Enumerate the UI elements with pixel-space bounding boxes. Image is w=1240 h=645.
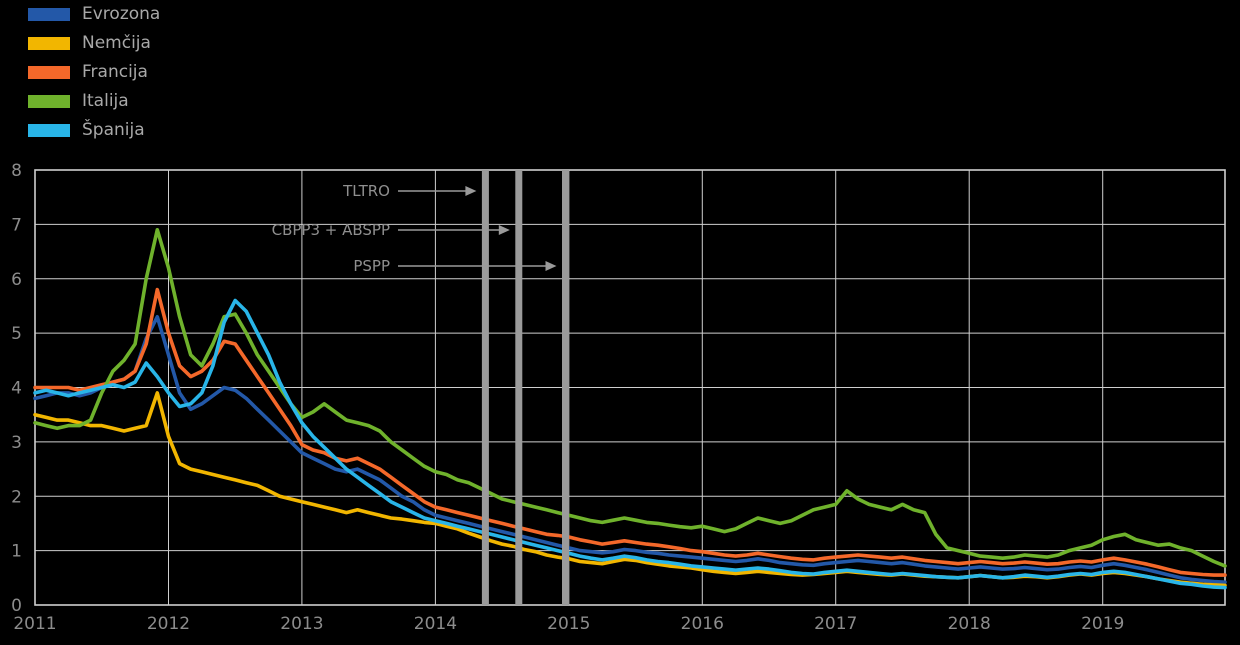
annotation-arrow-head — [465, 186, 477, 196]
x-axis-tick-label: 2011 — [13, 614, 56, 634]
y-axis-tick-label: 1 — [11, 542, 22, 562]
annotation-label: CBPP3 + ABSPP — [272, 221, 390, 239]
series-line-evrozona — [33, 314, 1227, 585]
legend-label-italija: Italija — [82, 91, 129, 111]
x-axis-tick-label: 2012 — [147, 614, 190, 634]
legend-label-spanija: Španija — [82, 120, 145, 140]
legend-label-evrozona: Evrozona — [82, 4, 161, 24]
legend-swatch-spanija — [28, 123, 70, 137]
annotation-label: PSPP — [353, 257, 390, 275]
x-axis-tick-label: 2019 — [1081, 614, 1124, 634]
y-axis-tick-label: 7 — [11, 215, 22, 235]
y-axis-tick-label: 4 — [11, 379, 22, 399]
series-line-panija — [33, 298, 1227, 590]
x-axis-tick-label: 2018 — [948, 614, 991, 634]
annotation-label: TLTRO — [342, 182, 390, 200]
legend-label-francija: Francija — [82, 62, 148, 82]
x-axis-tick-label: 2017 — [814, 614, 857, 634]
y-axis-tick-label: 2 — [11, 487, 22, 507]
x-axis-tick-label: 2015 — [547, 614, 590, 634]
legend-swatch-nemcija — [28, 36, 70, 50]
legend-swatch-evrozona — [28, 7, 70, 21]
legend-item-italija: Italija — [28, 91, 160, 111]
x-axis-tick-label: 2016 — [681, 614, 724, 634]
y-axis-tick-label: 8 — [11, 161, 22, 181]
y-axis-tick-label: 0 — [11, 596, 22, 616]
legend-item-francija: Francija — [28, 62, 160, 82]
annotation-arrow-head — [498, 225, 510, 235]
event-marker-bar — [515, 170, 523, 605]
event-marker-bar — [562, 170, 569, 605]
legend-swatch-francija — [28, 65, 70, 79]
legend-item-nemcija: Nemčija — [28, 33, 160, 53]
legend-label-nemcija: Nemčija — [82, 33, 151, 53]
annotation-arrow-head — [545, 261, 557, 271]
x-axis-tick-label: 2014 — [414, 614, 457, 634]
legend-swatch-italija — [28, 94, 70, 108]
series-line-francija — [33, 287, 1227, 577]
series-line-italija — [33, 228, 1227, 568]
y-axis-tick-label: 3 — [11, 433, 22, 453]
legend-item-spanija: Španija — [28, 120, 160, 140]
chart-legend: Evrozona Nemčija Francija Italija Španij… — [28, 4, 160, 140]
x-axis-tick-label: 2013 — [280, 614, 323, 634]
y-axis-tick-label: 6 — [11, 270, 22, 290]
y-axis-tick-label: 5 — [11, 324, 22, 344]
legend-item-evrozona: Evrozona — [28, 4, 160, 24]
event-marker-bar — [481, 170, 489, 605]
